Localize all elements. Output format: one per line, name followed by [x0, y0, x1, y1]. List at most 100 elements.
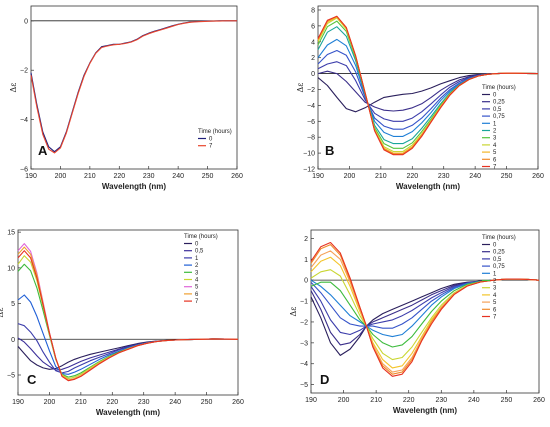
y-tick-label: −6: [307, 119, 315, 126]
x-tick-label: 240: [469, 173, 481, 180]
plot-frame: [310, 229, 540, 394]
x-tick-label: 260: [532, 173, 544, 180]
series-line-5: [17, 243, 239, 381]
y-tick-label: −2: [20, 68, 28, 75]
x-tick-label: 240: [468, 397, 480, 404]
legend-label: 7: [493, 315, 497, 321]
x-axis-title: Wavelength (nm): [102, 182, 166, 191]
x-tick-label: 210: [370, 397, 382, 404]
legend-label: 0: [209, 137, 213, 143]
y-axis-title: Δε: [9, 83, 18, 93]
y-tick-label: −4: [300, 361, 308, 368]
legend-label: 4: [195, 278, 199, 284]
x-tick-label: 250: [501, 397, 513, 404]
legend-label: 0,5: [493, 107, 502, 113]
x-axis-title: Wavelength (nm): [393, 406, 457, 415]
x-tick-label: 210: [75, 399, 87, 406]
x-tick-label: 240: [169, 399, 181, 406]
y-tick-label: 15: [7, 230, 15, 237]
panel-B: 190 200 210 220 230 240 250 26086420−2−4−6−8−10…: [296, 5, 544, 191]
legend-label: 0,25: [493, 250, 505, 256]
y-tick-label: −12: [303, 167, 315, 174]
legend-label: 3: [195, 270, 199, 276]
x-tick-label: 230: [438, 173, 450, 180]
legend-label: 0,25: [493, 100, 505, 106]
x-tick-label: 230: [138, 399, 150, 406]
x-tick-label: 230: [143, 173, 155, 180]
y-tick-label: 10: [7, 265, 15, 272]
plot-frame: [30, 5, 238, 170]
y-tick-label: −4: [307, 103, 315, 110]
y-tick-label: −10: [303, 151, 315, 158]
x-tick-label: 190: [12, 399, 24, 406]
legend-label: 6: [195, 292, 199, 298]
x-tick-label: 200: [338, 397, 350, 404]
legend-title: Time (hours): [184, 234, 218, 240]
legend-label: 6: [493, 157, 497, 163]
panel-C: 190 200 210 220 230 240 250 260151050−5Waveleng…: [0, 229, 244, 417]
y-tick-label: −5: [7, 373, 15, 380]
legend: Time (hours) 07: [198, 129, 232, 150]
legend-label: 4: [493, 293, 497, 299]
x-tick-label: 240: [172, 173, 184, 180]
legend-label: 7: [209, 144, 213, 150]
legend-label: 0: [493, 243, 497, 249]
series-line-7: [30, 20, 237, 154]
legend-label: 1: [195, 256, 199, 262]
legend-label: 2: [493, 279, 497, 285]
x-tick-label: 200: [44, 399, 56, 406]
y-tick-label: 8: [311, 7, 315, 14]
y-axis-title: Δε: [289, 307, 298, 317]
x-tick-label: 260: [231, 173, 243, 180]
y-tick-label: −8: [307, 135, 315, 142]
y-tick-label: −5: [300, 382, 308, 389]
y-tick-label: 0: [24, 18, 28, 25]
y-tick-label: 0: [304, 278, 308, 285]
y-axis-title: Δε: [0, 308, 5, 318]
x-tick-label: 190: [312, 173, 324, 180]
y-tick-label: 2: [311, 55, 315, 62]
legend-label: 7: [195, 299, 199, 305]
legend-label: 5: [493, 150, 497, 156]
legend-label: 4: [493, 143, 497, 149]
y-tick-label: 2: [304, 236, 308, 243]
x-axis-title: Wavelength (nm): [96, 408, 160, 417]
legend-label: 2: [493, 129, 497, 135]
y-axis-title: Δε: [296, 83, 305, 93]
panel-letter: B: [325, 143, 334, 158]
y-tick-label: −1: [300, 299, 308, 306]
y-tick-label: 0: [311, 71, 315, 78]
series-line-6: [17, 246, 239, 381]
x-tick-label: 210: [375, 173, 387, 180]
plot-frame: [17, 229, 239, 396]
x-axis-title: Wavelength (nm): [396, 182, 460, 191]
legend-label: 3: [493, 286, 497, 292]
x-tick-label: 250: [202, 173, 214, 180]
legend-title: Time (hours): [198, 129, 232, 135]
series-line-2: [310, 278, 540, 348]
series-line-7: [310, 241, 540, 377]
x-tick-label: 260: [232, 399, 244, 406]
panel-D: 190 200 210 220 230 240 250 260210−1−2−3−4−5Wav…: [289, 229, 545, 415]
series-line-0,25: [317, 70, 539, 112]
x-tick-label: 190: [305, 397, 317, 404]
legend-label: 0,75: [493, 114, 505, 120]
y-tick-label: 6: [311, 23, 315, 30]
x-tick-label: 220: [113, 173, 125, 180]
x-tick-label: 250: [501, 173, 513, 180]
x-tick-label: 200: [344, 173, 356, 180]
plot-frame: [317, 5, 539, 170]
legend-title: Time (hours): [482, 85, 516, 91]
series-line-2: [17, 294, 239, 375]
x-tick-label: 210: [84, 173, 96, 180]
legend-label: 5: [195, 285, 199, 291]
panel-letter: D: [320, 372, 329, 387]
y-tick-label: −2: [300, 319, 308, 326]
legend-label: 7: [493, 165, 497, 171]
legend-label: 1: [493, 121, 497, 127]
x-tick-label: 220: [403, 397, 415, 404]
